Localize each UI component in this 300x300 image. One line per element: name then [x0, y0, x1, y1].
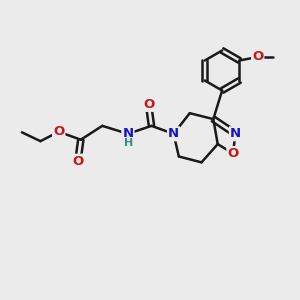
Text: N: N: [122, 127, 134, 140]
Text: N: N: [230, 127, 241, 140]
Text: N: N: [168, 127, 179, 140]
Text: O: O: [72, 155, 83, 168]
Text: O: O: [227, 147, 239, 160]
Text: O: O: [53, 125, 64, 138]
Text: O: O: [143, 98, 154, 111]
Text: O: O: [252, 50, 263, 64]
Text: H: H: [124, 138, 133, 148]
